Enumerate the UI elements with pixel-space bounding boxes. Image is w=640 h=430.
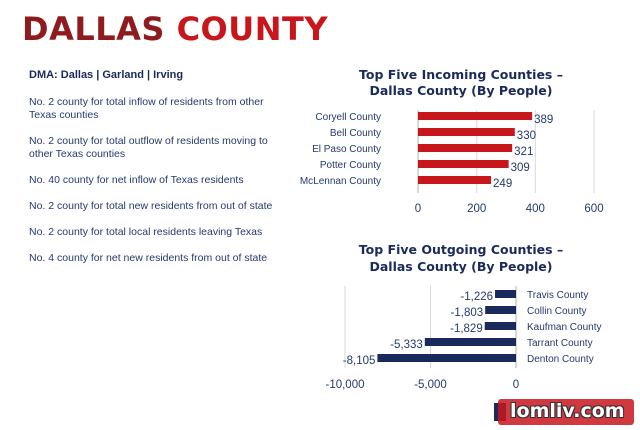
chart-title: Top Five Outgoing Counties – <box>359 242 563 257</box>
category-label: Kaufman County <box>527 322 602 333</box>
x-tick-label: 400 <box>526 203 545 215</box>
data-label: 321 <box>514 146 533 158</box>
page-title: DALLAS COUNTY <box>22 10 328 48</box>
x-tick-label: 200 <box>467 203 486 215</box>
fact-item: No. 2 county for total local residents l… <box>29 226 263 238</box>
data-label: 309 <box>511 162 530 174</box>
x-tick-label: 0 <box>513 379 519 391</box>
category-label: Collin County <box>527 306 586 317</box>
title-county: COUNTY <box>176 10 329 48</box>
data-label: -1,226 <box>460 291 493 303</box>
bar <box>485 306 516 314</box>
fact-item: No. 2 county for total inflow of residen… <box>29 96 264 121</box>
fact-item: No. 2 county for total outflow of reside… <box>29 135 268 160</box>
fact-item: No. 4 county for net new residents from … <box>29 252 268 264</box>
bar <box>418 144 513 152</box>
facts-list: No. 2 county for total inflow of residen… <box>29 96 284 278</box>
data-label: -5,333 <box>390 339 423 351</box>
data-label: 249 <box>493 178 512 190</box>
x-tick-label: 600 <box>584 203 603 215</box>
chart-title: Dallas County (By People) <box>369 83 552 98</box>
bar <box>418 176 492 184</box>
chart-title: Dallas County (By People) <box>369 259 552 274</box>
data-label: 389 <box>534 114 553 126</box>
watermark-logo <box>494 399 634 425</box>
bar <box>377 354 516 362</box>
dma-line: DMA: Dallas | Garland | Irving <box>29 69 184 81</box>
bar <box>424 338 516 346</box>
title-dallas: DALLAS <box>22 10 165 48</box>
data-label: -1,829 <box>450 323 483 335</box>
data-label: -8,105 <box>343 355 376 367</box>
bar <box>418 128 515 136</box>
x-tick-label: 0 <box>415 203 421 215</box>
bar <box>418 160 509 168</box>
incoming-counties-chart: Top Five Incoming Counties –Dallas Count… <box>300 67 604 215</box>
category-label: El Paso County <box>312 144 381 155</box>
x-tick-label: -5,000 <box>414 379 447 391</box>
category-label: Potter County <box>320 160 381 171</box>
data-label: -1,803 <box>451 307 484 319</box>
data-label: 330 <box>517 130 536 142</box>
category-label: Denton County <box>527 354 594 365</box>
outgoing-counties-chart: Top Five Outgoing Counties – Dallas Count… <box>325 242 602 391</box>
fact-item: No. 40 county for net inflow of Texas re… <box>29 174 244 186</box>
x-tick-label: -10,000 <box>325 379 364 391</box>
category-label: Coryell County <box>315 112 381 123</box>
watermark-text: lomliv.com <box>510 400 625 422</box>
bar <box>495 290 516 298</box>
category-label: Tarrant County <box>527 338 593 349</box>
bar <box>484 322 516 330</box>
category-label: Travis County <box>527 290 588 301</box>
category-label: McLennan County <box>300 176 381 187</box>
chart-title: Top Five Incoming Counties – <box>359 67 563 82</box>
fact-item: No. 2 county for total new residents fro… <box>29 200 273 212</box>
bar <box>418 112 533 120</box>
category-label: Bell County <box>330 128 381 139</box>
